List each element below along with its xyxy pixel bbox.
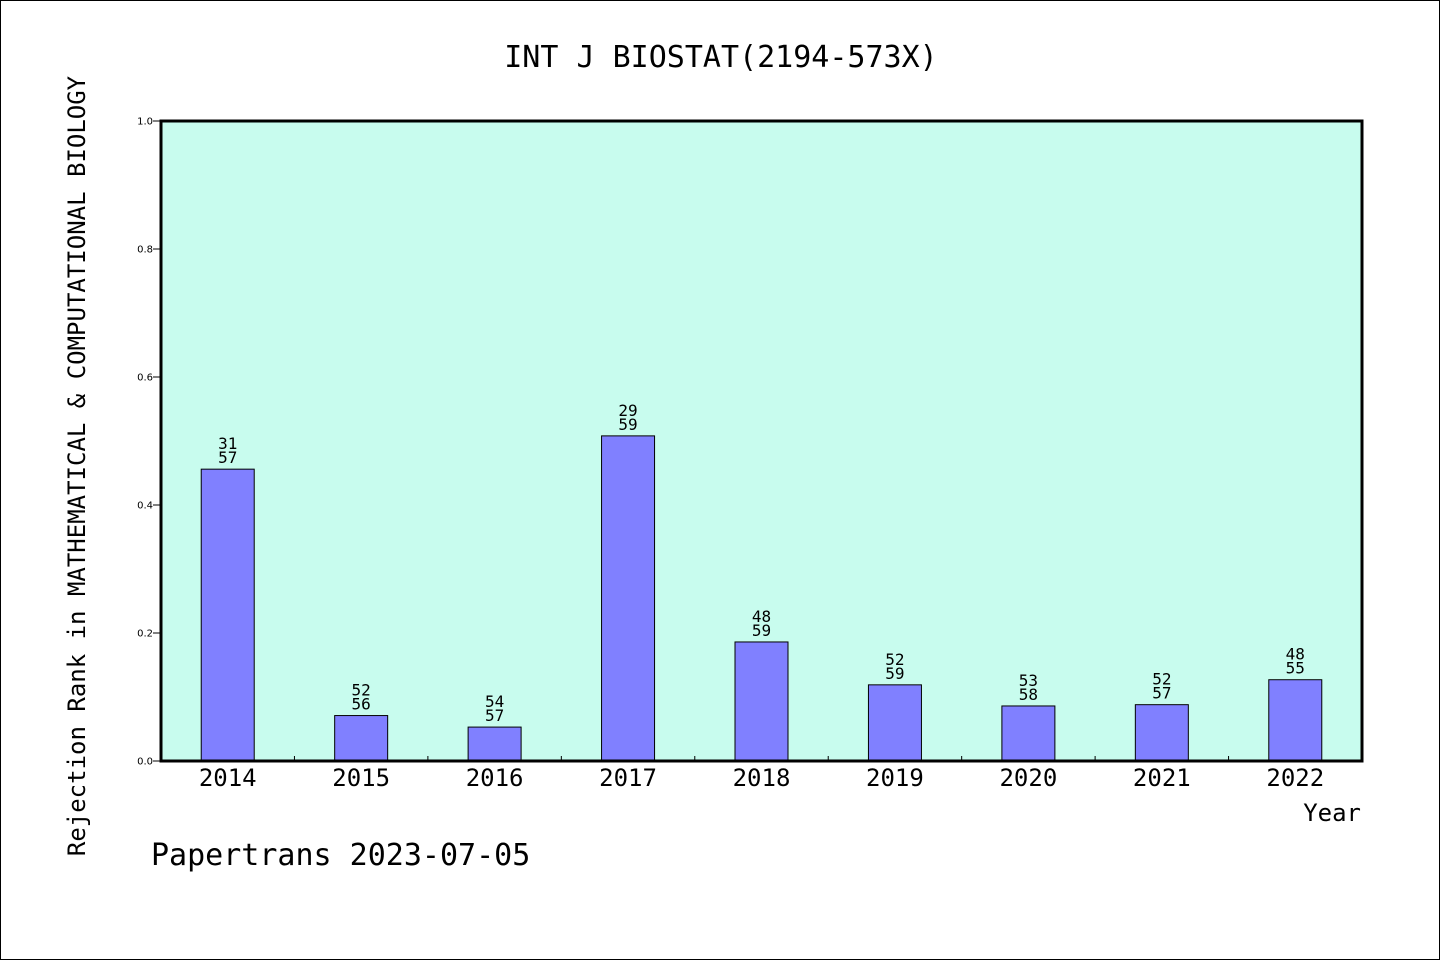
y-tick-label: 0.2	[137, 629, 153, 640]
bar-annotation-bottom: 57	[485, 706, 504, 725]
x-tick-label: 2020	[999, 764, 1057, 792]
x-axis: 2014 2015 2016 2017 2018 2019 2020 2021 2022	[199, 756, 1324, 792]
bar-annotation-bottom: 59	[618, 415, 637, 434]
y-axis-label: Rejection Rank in MATHEMATICAL & COMPUTA…	[63, 75, 91, 856]
bar-annotation-top: 52	[885, 650, 904, 669]
y-tick-label: 0.0	[137, 757, 153, 768]
bar-annotation-top: 52	[352, 681, 371, 700]
bar-2015	[334, 715, 389, 762]
bar-annotation-top: 52	[1152, 670, 1171, 689]
y-axis: 0.0 0.2 0.4 0.6 0.8 1.0	[137, 117, 161, 768]
x-tick-label: 2016	[466, 764, 524, 792]
bar-annotation-bottom: 58	[1019, 685, 1038, 704]
bar-2022	[1268, 679, 1323, 762]
bar-annotation-bottom: 55	[1286, 659, 1305, 678]
chart-title: INT J BIOSTAT(2194-573X)	[504, 40, 937, 75]
bars	[200, 435, 1323, 762]
footer-text: Papertrans 2023-07-05	[151, 838, 530, 873]
bar-2014	[200, 468, 255, 762]
bar-annotation-top: 29	[618, 401, 637, 420]
x-tick-label: 2021	[1133, 764, 1191, 792]
x-axis-label: Year	[1303, 799, 1361, 827]
bar-2020	[1001, 705, 1056, 762]
y-tick-label: 0.6	[137, 373, 153, 384]
y-tick-label: 1.0	[137, 117, 153, 128]
x-tick-label: 2022	[1266, 764, 1324, 792]
bar-annotation-bottom: 59	[752, 621, 771, 640]
x-tick-label: 2018	[733, 764, 791, 792]
bar-2017	[601, 435, 656, 762]
bar-annotation-bottom: 57	[218, 448, 237, 467]
bar-annotation-bottom: 56	[352, 695, 371, 714]
bar-annotation-top: 54	[485, 692, 504, 711]
x-tick-label: 2015	[332, 764, 390, 792]
bar-annotation-bottom: 57	[1152, 684, 1171, 703]
bar-2018	[734, 641, 789, 762]
bar-2021	[1134, 704, 1189, 762]
bar-2019	[867, 684, 922, 762]
bar-annotation-top: 53	[1019, 671, 1038, 690]
plot-border	[159, 119, 1364, 763]
y-tick-label: 0.8	[137, 245, 153, 256]
bar-2016	[467, 726, 522, 762]
y-tick-label: 0.4	[137, 501, 153, 512]
x-tick-label: 2017	[599, 764, 657, 792]
bar-annotation-top: 31	[218, 434, 237, 453]
bar-annotation-bottom: 59	[885, 664, 904, 683]
bar-annotation-top: 48	[1286, 645, 1305, 664]
x-tick-label: 2014	[199, 764, 257, 792]
x-tick-label: 2019	[866, 764, 924, 792]
bar-annotation-top: 48	[752, 607, 771, 626]
